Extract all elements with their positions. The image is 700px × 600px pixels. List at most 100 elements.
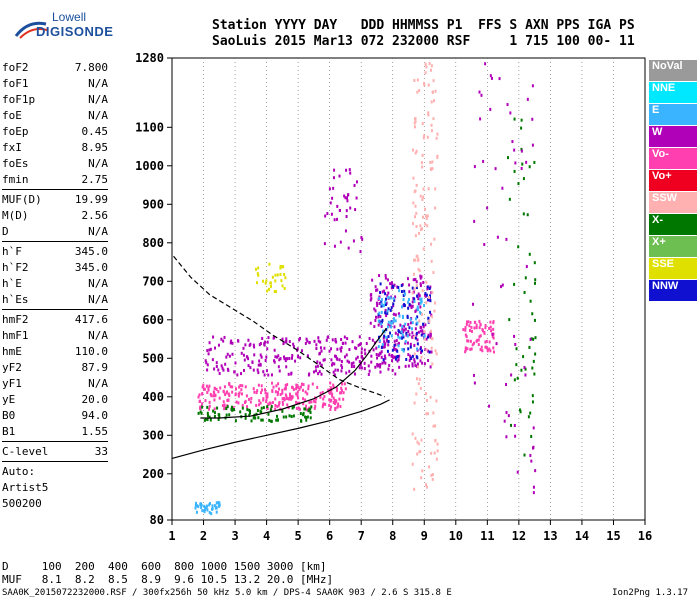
echo-point — [214, 506, 217, 510]
echo-point — [277, 382, 280, 386]
echo-point — [310, 405, 313, 409]
echo-point — [224, 362, 227, 366]
echo-point — [373, 307, 376, 311]
param-value: N/A — [88, 93, 108, 106]
echo-point — [528, 252, 531, 256]
echo-point — [333, 373, 336, 377]
echo-point — [531, 143, 534, 147]
echo-point — [369, 293, 372, 297]
echo-point — [364, 352, 367, 356]
echo-point — [374, 285, 377, 289]
echo-point — [404, 322, 407, 326]
echo-point — [423, 331, 426, 335]
echo-point — [208, 384, 211, 388]
echo-point — [428, 287, 431, 291]
echo-point — [298, 338, 301, 342]
echo-point — [375, 288, 378, 292]
echo-point — [415, 183, 418, 187]
echo-point — [261, 279, 264, 283]
echo-point — [420, 227, 423, 231]
echo-point — [391, 354, 394, 358]
echo-point — [428, 465, 431, 469]
echo-point — [430, 451, 433, 455]
echo-point — [273, 289, 276, 293]
echo-point — [334, 402, 337, 406]
echo-point — [475, 323, 478, 327]
echo-point — [335, 388, 338, 392]
echo-point — [415, 377, 418, 381]
echo-point — [394, 331, 397, 335]
echo-point — [379, 282, 382, 286]
echo-point — [234, 392, 237, 396]
echo-point — [264, 340, 267, 344]
param-name: h`Es — [2, 293, 29, 306]
echo-point — [389, 308, 392, 312]
echo-point — [274, 355, 277, 359]
echo-point — [215, 505, 218, 509]
echo-point — [243, 400, 246, 404]
echo-point — [278, 369, 281, 373]
echo-point — [413, 287, 416, 291]
echo-point — [412, 148, 415, 152]
echo-point — [387, 343, 390, 347]
echo-point — [334, 398, 337, 402]
echo-point — [381, 290, 384, 294]
echo-point — [205, 361, 208, 365]
echo-point — [273, 335, 276, 339]
echo-point — [210, 512, 213, 516]
echo-point — [517, 182, 520, 186]
echo-point — [427, 333, 430, 337]
echo-point — [283, 396, 286, 400]
echo-point — [296, 347, 299, 351]
echo-point — [280, 279, 283, 283]
echo-point — [380, 324, 383, 328]
echo-point — [336, 387, 339, 391]
echo-point — [321, 405, 324, 409]
echo-point — [200, 502, 203, 506]
echo-point — [286, 383, 289, 387]
echo-point — [486, 346, 489, 350]
echo-point — [226, 405, 229, 409]
echo-point — [413, 78, 416, 82]
echo-point — [415, 149, 418, 153]
echo-point — [414, 327, 417, 331]
echo-point — [311, 382, 314, 386]
echo-point — [290, 397, 293, 401]
echo-point — [374, 309, 377, 313]
echo-point — [534, 469, 537, 473]
echo-point — [509, 111, 512, 115]
echo-point — [358, 335, 361, 339]
echo-point — [432, 271, 435, 275]
echo-point — [275, 384, 278, 388]
echo-point — [410, 306, 413, 310]
x-tick-label: 3 — [231, 529, 238, 543]
echo-point — [491, 332, 494, 336]
legend-item: Vo+ — [649, 170, 697, 191]
echo-point — [315, 397, 318, 401]
echo-point — [394, 343, 397, 347]
echo-point — [406, 315, 409, 319]
echo-point — [314, 365, 317, 369]
echo-point — [302, 402, 305, 406]
echo-point — [415, 286, 418, 290]
echo-point — [430, 291, 433, 295]
param-value: 345.0 — [74, 261, 108, 274]
echo-point — [408, 297, 411, 301]
echo-point — [371, 338, 374, 342]
echo-point — [327, 388, 330, 392]
echo-point — [380, 322, 383, 326]
echo-point — [425, 280, 428, 284]
echo-point — [402, 315, 405, 319]
echo-point — [398, 354, 401, 358]
echo-point — [210, 394, 213, 398]
echo-point — [197, 505, 200, 509]
echo-point — [416, 315, 419, 319]
echo-point — [413, 360, 416, 364]
echo-point — [230, 405, 233, 409]
echo-point — [435, 136, 438, 140]
echo-point — [480, 345, 483, 349]
echo-point — [434, 439, 437, 443]
echo-point — [415, 332, 418, 336]
x-tick-label: 5 — [295, 529, 302, 543]
echo-point — [534, 336, 537, 340]
